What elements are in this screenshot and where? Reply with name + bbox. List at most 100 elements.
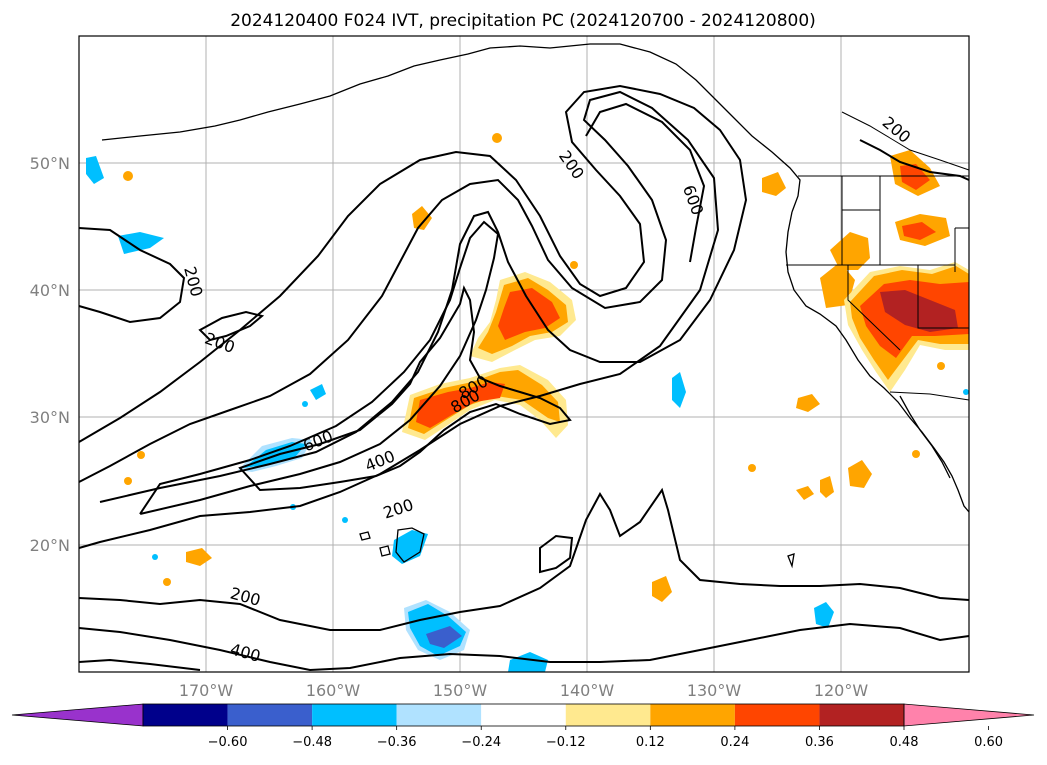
lat-label: 30°N xyxy=(30,408,70,427)
lat-label: 40°N xyxy=(30,281,70,300)
lat-label: 50°N xyxy=(30,154,70,173)
colorbar-tick-label: 0.24 xyxy=(720,735,749,750)
precip-blob xyxy=(848,460,872,488)
ivt-600-contour xyxy=(139,220,500,515)
colorbar-segment xyxy=(734,704,820,726)
lon-label: 120°W xyxy=(814,681,869,700)
colorbar-segment xyxy=(312,704,397,726)
colorbar-segment xyxy=(650,704,735,726)
colorbar: −0.60 −0.48 −0.36 −0.24 −0.12 0.12 0.24 0.36 0.4… xyxy=(11,703,1035,750)
ivt-200-contour xyxy=(859,139,970,181)
ivt-200-contour xyxy=(78,90,720,549)
precip-blob xyxy=(152,554,158,560)
baja-coast xyxy=(899,395,951,479)
hawaii-island xyxy=(379,545,391,557)
precip-blob xyxy=(426,626,462,648)
precip-blob xyxy=(820,262,855,308)
map-frame xyxy=(78,35,970,673)
precip-blob xyxy=(814,602,834,628)
precip-blob xyxy=(86,156,104,184)
colorbar-tick-label: −0.36 xyxy=(377,735,417,750)
precip-blob xyxy=(796,394,820,412)
west-coast-us xyxy=(785,211,970,513)
lon-label: 150°W xyxy=(433,681,488,700)
political-borders xyxy=(786,111,970,401)
lon-label: 140°W xyxy=(560,681,615,700)
precip-blob xyxy=(820,476,834,498)
precip-blob xyxy=(508,652,548,672)
ivt-800-contour xyxy=(238,285,572,492)
precip-blob xyxy=(830,232,870,270)
island xyxy=(787,553,795,569)
colorbar-tick-label: −0.24 xyxy=(461,735,501,750)
colorbar-segment xyxy=(819,704,904,726)
coastlines xyxy=(101,43,970,569)
precip-blob xyxy=(652,576,672,602)
hawaii-island xyxy=(359,531,371,541)
colorbar-extend-high xyxy=(903,703,1035,727)
ivt-200-contour xyxy=(198,310,265,342)
precip-blob xyxy=(163,578,171,586)
ivt-400-contour xyxy=(78,622,970,672)
alaska-coast xyxy=(101,43,801,213)
precip-blob xyxy=(412,206,432,230)
state-border xyxy=(847,265,901,351)
colorbar-segment xyxy=(227,704,313,726)
precip-blob xyxy=(570,261,578,269)
precip-blob xyxy=(342,517,348,523)
lon-label: 130°W xyxy=(687,681,742,700)
precip-blob xyxy=(912,450,920,458)
state-border xyxy=(954,227,969,272)
ivt-400-contour xyxy=(78,84,748,503)
precip-blob xyxy=(902,222,936,240)
precip-blob xyxy=(796,486,814,500)
precip-positive xyxy=(123,133,969,602)
precip-blob xyxy=(123,171,133,181)
precip-blob xyxy=(498,288,560,340)
map-background xyxy=(79,36,969,672)
precip-blob xyxy=(137,451,145,459)
map-title: 2024120400 F024 IVT, precipitation PC (2… xyxy=(230,11,816,31)
colorbar-tick-label: 0.48 xyxy=(890,735,919,750)
state-border xyxy=(917,265,969,329)
colorbar-tick-label: 0.60 xyxy=(974,735,1003,750)
colorbar-tick-label: −0.48 xyxy=(292,735,332,750)
ivt-200-contour xyxy=(539,534,574,574)
bc-alberta-border xyxy=(841,111,970,171)
us-mexico-border xyxy=(889,391,970,401)
colorbar-tick-label: 0.12 xyxy=(636,735,665,750)
ivt-400-contour xyxy=(78,658,201,671)
precip-blob xyxy=(880,290,958,332)
precip-blob xyxy=(748,464,756,472)
precip-blob xyxy=(302,401,308,407)
precip-blob xyxy=(416,382,505,428)
map-panel: 200 200 200 600 200 600 400 200 200 400 … xyxy=(78,35,970,673)
colorbar-outline xyxy=(142,703,905,727)
precip-blob xyxy=(118,232,164,254)
colorbar-extend-low xyxy=(11,703,144,727)
precip-blob xyxy=(124,477,132,485)
precip-blob xyxy=(762,172,786,196)
precip-blob xyxy=(186,548,212,566)
ivt-200-contour xyxy=(78,227,186,324)
colorbar-segment xyxy=(143,704,228,726)
precip-blob xyxy=(963,389,969,395)
lat-label: 20°N xyxy=(30,536,70,555)
colorbar-tick-label: 0.36 xyxy=(805,735,834,750)
longitude-labels: 170°W 160°W 150°W 140°W 130°W 120°W xyxy=(179,681,869,700)
colorbar-segment xyxy=(481,704,566,726)
precip-blob xyxy=(310,384,326,400)
ivt-600-contour xyxy=(585,102,706,263)
latitude-labels: 50°N 40°N 30°N 20°N xyxy=(30,154,70,555)
precip-blob xyxy=(937,362,945,370)
colorbar-segment xyxy=(396,704,482,726)
colorbar-segment xyxy=(565,704,651,726)
hawaii-island xyxy=(395,527,425,563)
lon-label: 160°W xyxy=(306,681,361,700)
colorbar-tick-label: −0.12 xyxy=(546,735,586,750)
ivt-contours xyxy=(78,84,970,672)
graticule xyxy=(79,36,969,672)
precip-blob xyxy=(492,133,502,143)
precip-blob xyxy=(900,164,930,190)
